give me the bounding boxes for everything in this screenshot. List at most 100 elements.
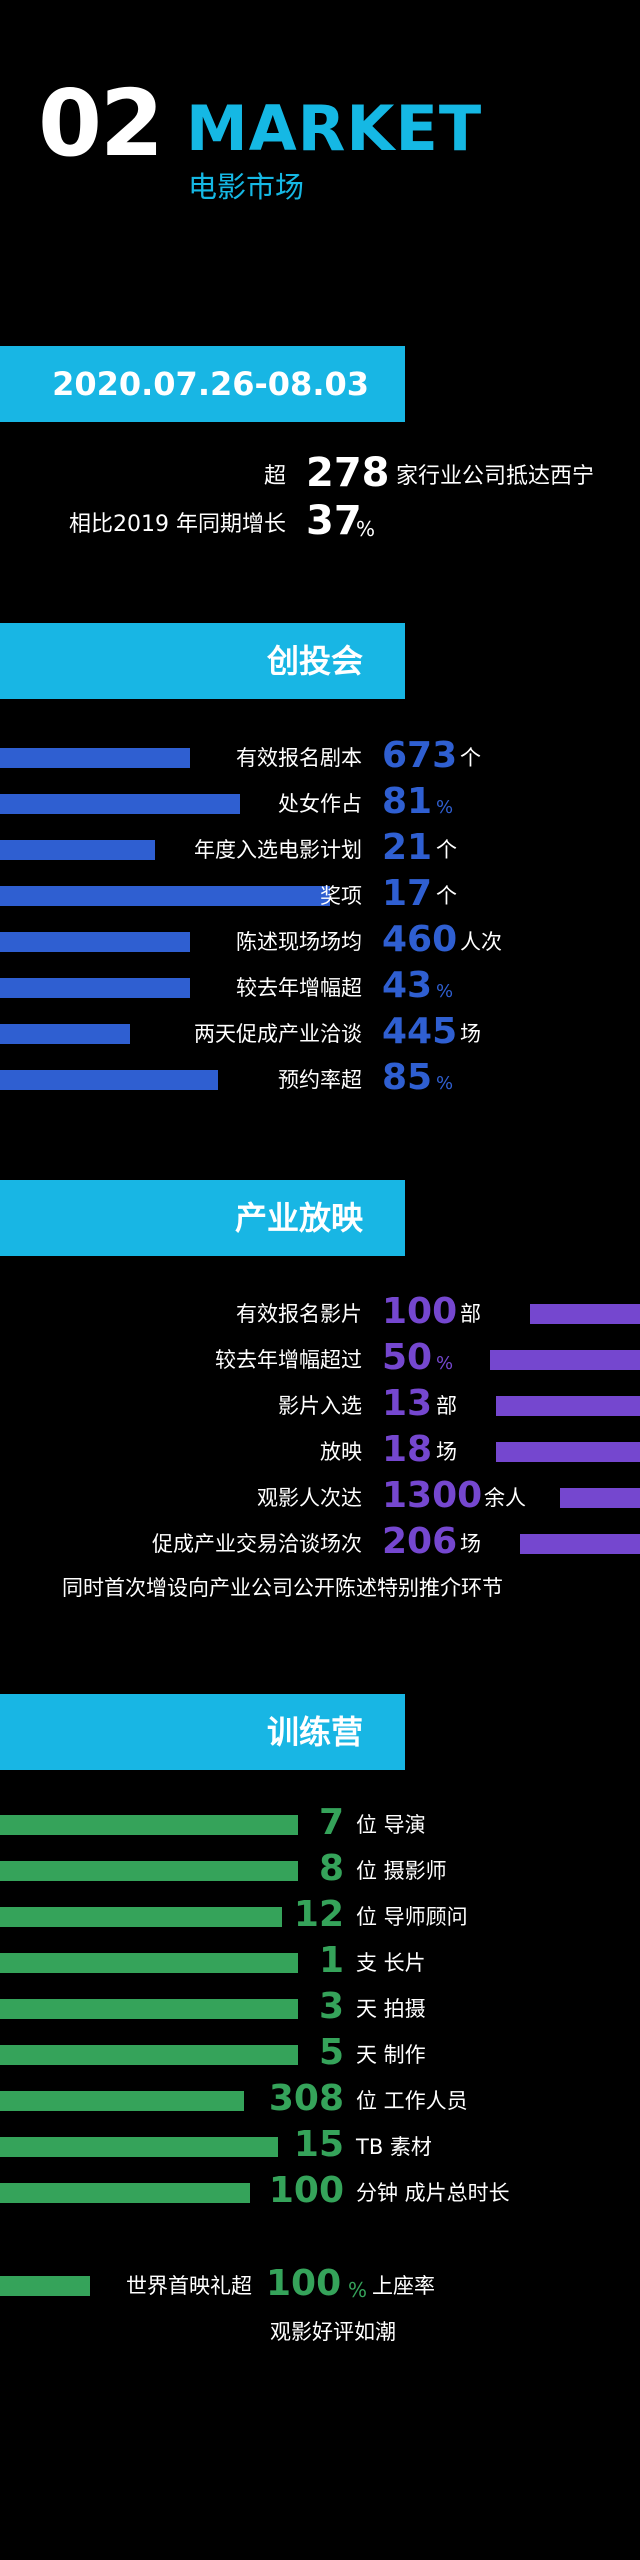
chuangtou-value: 81 [382, 781, 433, 822]
xunlian-bar [0, 2091, 244, 2111]
chuangtou-bar [0, 978, 190, 998]
chanye-title: 产业放映 [234, 1199, 363, 1237]
chanye-label: 有效报名影片 [236, 1302, 362, 1326]
chanye-unit: 部 [460, 1302, 481, 1326]
chuangtou-label: 两天促成产业洽谈 [194, 1022, 362, 1046]
xunlian-band: 训练营 [0, 1694, 405, 1770]
chanye-bar [560, 1488, 640, 1508]
chuangtou-value: 85 [382, 1057, 433, 1098]
section-number: 02 [38, 70, 164, 177]
stat-suffix-1: 家行业公司抵达西宁 [396, 464, 595, 489]
xunlian-unit: 支 长片 [356, 1951, 426, 1975]
chanye-value: 1300 [382, 1475, 483, 1516]
xunlian-value: 8 [318, 1848, 344, 1889]
xunlian-bar [0, 1907, 282, 1927]
chanye-unit: 余人 [484, 1486, 526, 1510]
chuangtou-bar [0, 886, 330, 906]
chuangtou-unit: 场 [460, 1022, 481, 1046]
chuangtou-value: 673 [382, 735, 458, 776]
chanye-bar [530, 1304, 640, 1324]
xunlian-bar [0, 2045, 298, 2065]
xunlian-title: 训练营 [266, 1713, 363, 1751]
stat-prefix-1: 超 [263, 464, 286, 489]
chuangtou-unit: % [436, 981, 454, 1002]
chuangtou-label: 较去年增幅超 [236, 976, 362, 1000]
xunlian-bar [0, 1953, 298, 1973]
xunlian-bar [0, 2183, 250, 2203]
stat-value-1: 278 [306, 450, 390, 496]
chuangtou-label: 处女作占 [278, 792, 362, 816]
chuangtou-bar [0, 840, 155, 860]
xunlian-unit: 分钟 成片总时长 [356, 2181, 510, 2205]
xunlian-unit: 位 工作人员 [356, 2089, 468, 2113]
premiere-suffix: 上座率 [372, 2274, 435, 2298]
chuangtou-unit: 个 [460, 746, 481, 770]
chuangtou-label: 奖项 [320, 884, 362, 908]
chanye-bar [490, 1350, 640, 1370]
xunlian-bar [0, 1999, 298, 2019]
premiere-bar [0, 2276, 90, 2296]
chanye-unit: 场 [460, 1532, 481, 1556]
chanye-bar [520, 1534, 640, 1554]
xunlian-unit: TB 素材 [356, 2135, 432, 2159]
chuangtou-bar [0, 1024, 130, 1044]
xunlian-value: 100 [268, 2170, 344, 2211]
chanye-unit: 部 [436, 1394, 457, 1418]
chanye-value: 50 [382, 1337, 433, 1378]
section-subtitle: 电影市场 [188, 170, 305, 204]
chuangtou-bar [0, 794, 240, 814]
chanye-label: 较去年增幅超过 [215, 1348, 362, 1372]
xunlian-value: 12 [293, 1894, 344, 1935]
chuangtou-value: 460 [382, 919, 458, 960]
chanye-label: 影片入选 [278, 1394, 362, 1418]
xunlian-unit: 位 摄影师 [356, 1859, 447, 1883]
chuangtou-unit: 个 [436, 838, 457, 862]
xunlian-bar [0, 1861, 298, 1881]
chanye-value: 18 [382, 1429, 433, 1470]
chanye-label: 促成产业交易洽谈场次 [152, 1532, 362, 1556]
xunlian-unit: 位 导演 [356, 1813, 426, 1837]
chuangtou-label: 有效报名剧本 [236, 746, 362, 770]
xunlian-value: 5 [318, 2032, 344, 2073]
chuangtou-bar [0, 932, 190, 952]
premiere-label: 世界首映礼超 [126, 2274, 252, 2298]
chuangtou-unit: % [436, 797, 454, 818]
chanye-unit: % [436, 1353, 454, 1374]
stat-unit-2: % [356, 517, 376, 541]
chanye-bar [496, 1396, 640, 1416]
chuangtou-unit: 个 [436, 884, 457, 908]
chanye-label: 放映 [320, 1440, 362, 1464]
chanye-value: 206 [382, 1521, 458, 1562]
chanye-bar [496, 1442, 640, 1462]
stat-prefix-2: 相比2019 年同期增长 [69, 512, 286, 537]
xunlian-unit: 天 拍摄 [356, 1997, 426, 2021]
chanye-band: 产业放映 [0, 1180, 405, 1256]
date-range: 2020.07.26-08.03 [52, 365, 369, 403]
chanye-unit: 场 [436, 1440, 457, 1464]
xunlian-note: 观影好评如潮 [270, 2320, 396, 2344]
xunlian-bar [0, 2137, 278, 2157]
premiere-value: 100 [266, 2263, 342, 2304]
chanye-label: 观影人次达 [257, 1486, 362, 1510]
xunlian-value: 1 [318, 1940, 344, 1981]
chuangtou-title: 创投会 [266, 642, 363, 680]
xunlian-unit: 位 导师顾问 [356, 1905, 468, 1929]
stat-value-2: 37 [306, 498, 362, 544]
chuangtou-bar [0, 748, 190, 768]
chanye-value: 13 [382, 1383, 433, 1424]
chuangtou-label: 陈述现场场均 [236, 930, 362, 954]
chanye-value: 100 [382, 1291, 458, 1332]
date-band: 2020.07.26-08.03 [0, 346, 405, 422]
chuangtou-label: 预约率超 [278, 1068, 362, 1092]
chuangtou-value: 17 [382, 873, 433, 914]
chuangtou-value: 445 [382, 1011, 458, 1052]
xunlian-value: 7 [318, 1802, 344, 1843]
chuangtou-band: 创投会 [0, 623, 405, 699]
chuangtou-value: 43 [382, 965, 433, 1006]
xunlian-unit: 天 制作 [356, 2043, 426, 2067]
xunlian-value: 15 [293, 2124, 344, 2165]
xunlian-value: 3 [318, 1986, 344, 2027]
chuangtou-unit: % [436, 1073, 454, 1094]
chuangtou-value: 21 [382, 827, 433, 868]
chuangtou-bar [0, 1070, 218, 1090]
